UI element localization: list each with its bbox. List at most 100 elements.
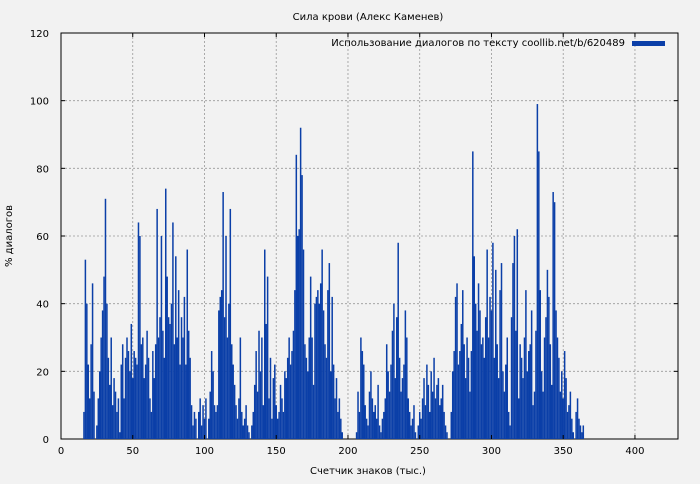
bar	[370, 371, 372, 439]
bar	[400, 391, 402, 439]
y-tick-label: 120	[30, 29, 49, 40]
bar	[536, 104, 539, 440]
bar	[483, 357, 486, 439]
bar	[175, 256, 177, 439]
x-tick-label: 0	[58, 446, 64, 457]
x-tick-label: 400	[625, 446, 644, 457]
bar	[143, 378, 145, 439]
bar	[140, 344, 143, 439]
bar	[107, 357, 110, 439]
bar	[172, 222, 174, 439]
bar	[305, 357, 308, 439]
bar	[341, 432, 343, 439]
bar	[411, 418, 414, 439]
bar	[87, 364, 90, 439]
bar	[321, 249, 323, 439]
bar	[390, 364, 392, 439]
bar	[533, 391, 536, 439]
chart-title: Сила крови (Алекс Каменев)	[293, 12, 444, 23]
bar	[134, 357, 137, 439]
bar	[528, 351, 530, 439]
bar	[576, 398, 579, 439]
bar	[388, 391, 391, 439]
bar	[245, 405, 247, 439]
bar	[266, 276, 269, 439]
bar	[578, 418, 580, 439]
bar	[393, 303, 395, 439]
bar	[503, 391, 506, 439]
bar	[489, 296, 491, 439]
bar	[538, 151, 540, 439]
bar	[222, 192, 224, 439]
bar	[210, 351, 213, 439]
bar	[146, 330, 148, 439]
bar	[571, 418, 573, 439]
bar	[246, 425, 249, 439]
bar	[130, 323, 133, 439]
bar	[517, 398, 520, 439]
bar	[526, 371, 529, 439]
bar	[568, 405, 570, 439]
bar	[407, 398, 409, 439]
bar	[285, 378, 288, 439]
bar	[202, 405, 204, 439]
legend-label: Использование диалогов по тексту coollib…	[331, 38, 625, 49]
bar	[301, 175, 303, 439]
bar	[253, 384, 256, 439]
bar	[176, 337, 178, 439]
bar	[337, 411, 339, 439]
bar	[282, 411, 285, 439]
bar	[180, 317, 183, 439]
bar	[338, 398, 341, 439]
y-axis-label: % диалогов	[4, 205, 15, 267]
bar	[215, 411, 217, 439]
bar	[121, 344, 124, 439]
bar	[192, 425, 194, 439]
bar	[484, 317, 487, 439]
bar	[315, 296, 318, 439]
bar	[542, 391, 544, 439]
bar	[219, 296, 222, 439]
bar	[470, 351, 473, 439]
axis-ticks: 0 50 100 150 200 250 300 350 400 0 20 40 60 80 100 120	[30, 29, 678, 457]
bar	[451, 371, 454, 439]
bar	[437, 378, 440, 439]
bar	[279, 384, 282, 439]
bar	[462, 290, 464, 439]
legend-swatch	[632, 41, 665, 46]
bar	[510, 317, 513, 439]
bar	[183, 296, 186, 439]
bar	[375, 418, 378, 439]
bar	[216, 405, 219, 439]
bar	[110, 337, 112, 439]
bar	[380, 432, 382, 439]
bar	[469, 391, 471, 439]
bar	[137, 222, 140, 439]
bar	[209, 391, 211, 439]
bar	[236, 418, 239, 439]
bar	[525, 290, 527, 439]
bar	[377, 384, 379, 439]
y-tick-label: 20	[36, 367, 49, 378]
bar	[286, 357, 289, 439]
bar	[579, 425, 582, 439]
bar	[365, 418, 368, 439]
bar	[262, 405, 265, 439]
bar	[562, 398, 564, 439]
bar	[91, 283, 94, 439]
bar	[497, 378, 500, 439]
bar	[203, 418, 206, 439]
bar	[195, 418, 197, 439]
bar	[220, 290, 223, 439]
bar	[235, 405, 237, 439]
bar	[545, 317, 547, 439]
bar	[131, 378, 134, 439]
bar	[256, 391, 259, 439]
bar	[430, 371, 432, 439]
bar	[433, 357, 435, 439]
bar	[431, 391, 434, 439]
bar	[476, 330, 478, 439]
bar	[106, 303, 108, 439]
bar	[133, 351, 135, 439]
